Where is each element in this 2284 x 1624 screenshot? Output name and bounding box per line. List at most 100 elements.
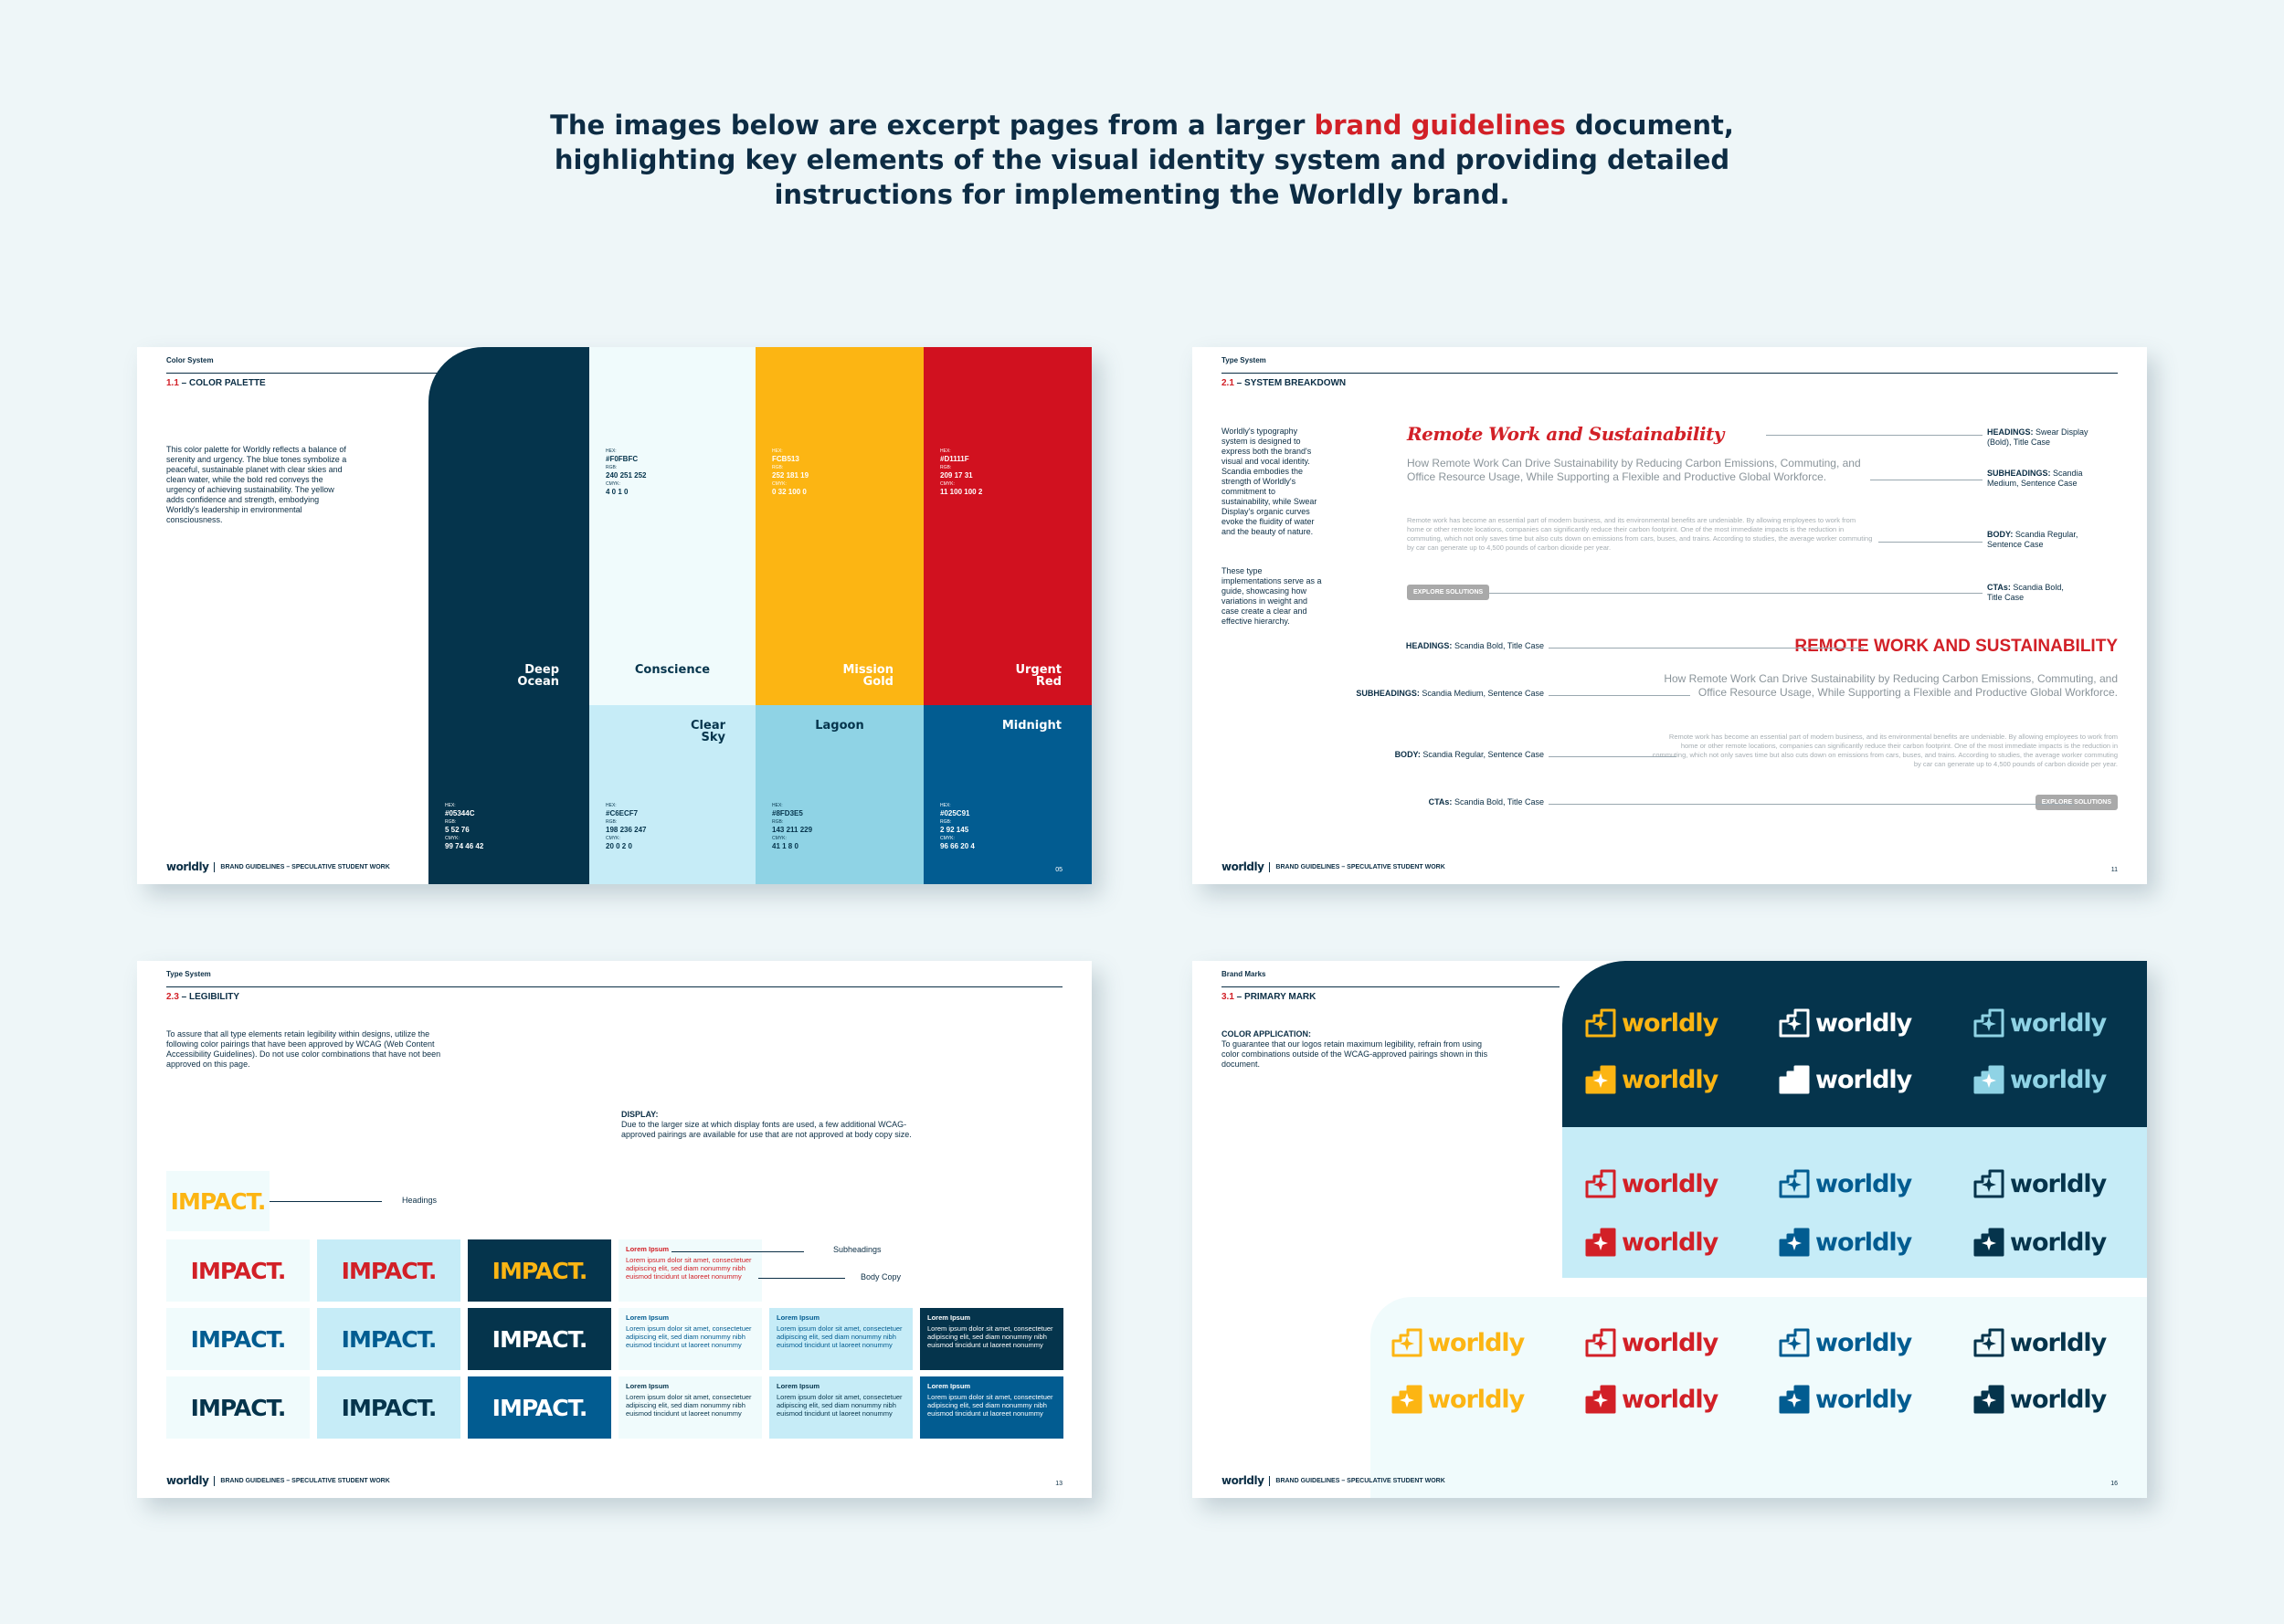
section-label: Type System [166,970,211,978]
lorem-sample: Lorem Ipsum Lorem ipsum dolor sit amet, c… [769,1308,913,1370]
wordmark-text: worldly [1815,1385,1912,1414]
swatch-name: Lagoon [815,719,864,733]
worldly-wordmark: worldly [1585,1385,1718,1414]
worldly-mark-icon [1585,1228,1616,1257]
intro-line2: highlighting key elements of the visual … [554,144,1730,175]
sample-subheading: How Remote Work Can Drive Sustainability… [1407,457,1861,483]
worldly-wordmark: worldly [1585,1169,1718,1198]
worldly-wordmark: worldly [1779,1008,1912,1038]
worldly-wordmark: worldly [1779,1385,1912,1414]
worldly-wordmark: worldly [1973,1008,2107,1038]
light-blue-logo-panel [1562,1127,2147,1278]
wordmark-text: worldly [2010,1228,2107,1257]
section-label: Color System [166,356,214,364]
impact-sample: IMPACT. [317,1239,460,1302]
worldly-wordmark: worldly [1391,1328,1525,1357]
label-headings: Headings [402,1196,438,1205]
worldly-mark-icon [1779,1385,1810,1414]
sample-heading-script: Remote Work and Sustainability [1407,423,1724,445]
worldly-wordmark: worldly [1973,1065,2107,1094]
worldly-wordmark: worldly [1585,1228,1718,1257]
swatch-conscience: Conscience HEX: #F0FBFC RGB: 240 251 252 C… [589,347,756,705]
explore-solutions-button-alt[interactable]: EXPLORE SOLUTIONS [2035,795,2118,810]
page-subtitle: 2.1 – SYSTEM BREAKDOWN [1221,378,1347,388]
footer-logo: worldly [166,1474,209,1487]
wordmark-text: worldly [1428,1328,1525,1357]
label-subheadings: Subheadings [833,1245,882,1254]
lorem-sample: Lorem Ipsum Lorem ipsum dolor sit amet, c… [619,1239,762,1302]
worldly-wordmark: worldly [1779,1228,1912,1257]
swatch-midnight: Midnight HEX: #025C91 RGB: 2 92 145 CMYK: 9… [924,705,1092,884]
worldly-mark-icon [1585,1169,1616,1198]
wordmark-text: worldly [1428,1385,1525,1414]
swatch-lagoon: Lagoon HEX: #8FD3E5 RGB: 143 211 229 CMYK:… [756,705,924,884]
section-label: Type System [1221,356,1266,364]
footer-logo: worldly [1221,860,1264,873]
worldly-wordmark: worldly [1973,1228,2107,1257]
worldly-mark-icon [1973,1169,2004,1198]
wordmark-text: worldly [1815,1008,1912,1038]
palette-description: This color palette for Worldly reflects … [166,445,347,524]
worldly-wordmark: worldly [1973,1385,2107,1414]
worldly-wordmark: worldly [1585,1065,1718,1094]
page-footer: worldly BRAND GUIDELINES – SPECULATIVE ST… [1221,1474,1445,1487]
lorem-sample: Lorem Ipsum Lorem ipsum dolor sit amet, c… [619,1376,762,1439]
alt-body: Remote work has become an essential part… [1652,733,2118,768]
wordmark-text: worldly [2010,1328,2107,1357]
page-number: 13 [1055,1481,1063,1487]
alt-label-ctas: CTAs: Scandia Bold, Title Case [1428,797,1544,807]
worldly-wordmark: worldly [1391,1385,1525,1414]
wordmark-text: worldly [2010,1008,2107,1038]
worldly-wordmark: worldly [1779,1065,1912,1094]
type-system-page: Type System 2.1 – SYSTEM BREAKDOWN World… [1192,347,2147,884]
footer-logo: worldly [1221,1474,1264,1487]
swatch-codes: HEX: #F0FBFC RGB: 240 251 252 CMYK: 4 0 1 0 [606,448,647,496]
worldly-mark-icon [1779,1065,1810,1094]
pale-logo-panel [1370,1297,2147,1498]
wordmark-text: worldly [1622,1065,1718,1094]
wordmark-text: worldly [1815,1228,1912,1257]
label-ctas: CTAs: Scandia Bold, Title Case [1987,583,2064,602]
display-note: DISPLAY: Due to the larger size at which … [621,1110,912,1139]
page-footer: worldly BRAND GUIDELINES – SPECULATIVE ST… [1221,860,1445,873]
footer-tagline: BRAND GUIDELINES – SPECULATIVE STUDENT W… [1275,863,1445,870]
worldly-mark-icon [1391,1385,1422,1414]
worldly-mark-icon [1585,1328,1616,1357]
wordmark-text: worldly [1815,1169,1912,1198]
swatch-deep-ocean: Deep Ocean HEX: #05344C RGB: 5 52 76 CMYK: 9… [428,347,589,884]
color-palette-page: Color System 1.1 – COLOR PALETTE This co… [137,347,1092,884]
wordmark-text: worldly [2010,1169,2107,1198]
swatch-name: Urgent Red [1015,663,1062,689]
footer-logo: worldly [166,860,209,873]
swatch-name: Mission Gold [842,663,894,689]
label-body: BODY: Scandia Regular, Sentence Case [1987,530,2078,549]
alt-heading: REMOTE WORK AND SUSTAINABILITY [1794,637,2118,656]
intro-line1-end: document, [1565,110,1734,141]
type-intro: Worldly's typography system is designed … [1221,427,1317,536]
swatch-name: Midnight [1001,719,1062,733]
swatch-name: Conscience [634,663,711,677]
color-application-note: COLOR APPLICATION: To guarantee that our … [1221,1029,1488,1069]
worldly-wordmark: worldly [1585,1328,1718,1357]
wordmark-text: worldly [2010,1065,2107,1094]
worldly-wordmark: worldly [1973,1169,2107,1198]
swatch-codes: HEX: #05344C RGB: 5 52 76 CMYK: 99 74 46 42 [445,803,484,850]
worldly-wordmark: worldly [1973,1328,2107,1357]
impact-sample: IMPACT. [317,1376,460,1439]
intro-line3: instructions for implementing the Worldl… [774,179,1510,210]
footer-tagline: BRAND GUIDELINES – SPECULATIVE STUDENT W… [220,1477,390,1484]
wordmark-text: worldly [2010,1385,2107,1414]
worldly-mark-icon [1585,1065,1616,1094]
wordmark-text: worldly [1622,1228,1718,1257]
legibility-page: Type System 2.3 – LEGIBILITY To assure t… [137,961,1092,1498]
section-label: Brand Marks [1221,970,1266,978]
header-rule [166,373,440,374]
worldly-mark-icon [1779,1008,1810,1038]
swatch-name: Clear Sky [691,719,725,744]
page-footer: worldly BRAND GUIDELINES – SPECULATIVE ST… [166,1474,390,1487]
explore-solutions-button[interactable]: EXPLORE SOLUTIONS [1407,585,1490,600]
worldly-mark-icon [1973,1228,2004,1257]
impact-sample: IMPACT. [468,1239,611,1302]
page-number: 05 [1055,867,1063,873]
swatch-name: Deep Ocean [517,663,559,689]
